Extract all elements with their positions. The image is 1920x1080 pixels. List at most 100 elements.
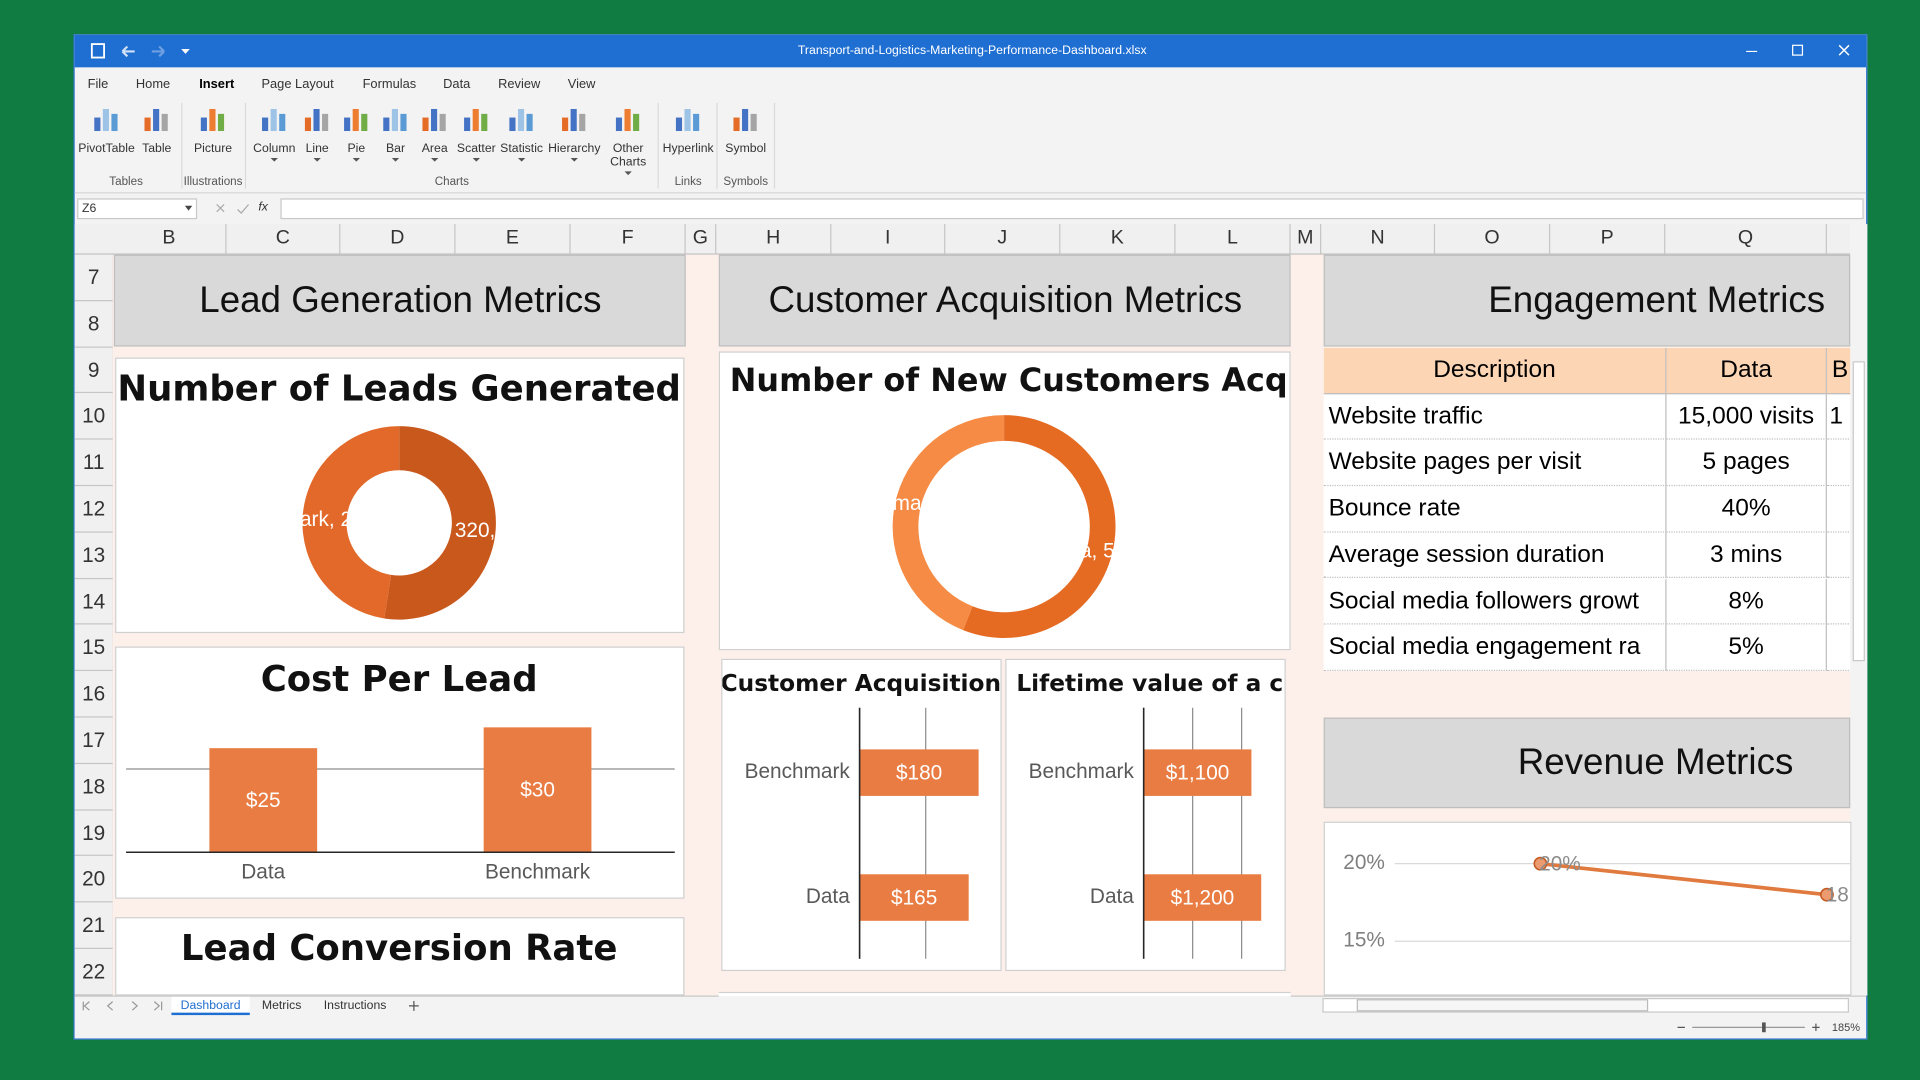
- sheet-tab[interactable]: Metrics: [261, 999, 302, 1013]
- ribbon-tab[interactable]: View: [567, 77, 596, 92]
- previous-sheet-button[interactable]: [106, 1001, 114, 1011]
- ribbon-button[interactable]: Hyperlink: [659, 103, 718, 174]
- ribbon-icon: [615, 108, 640, 132]
- function-label[interactable]: fx: [258, 200, 268, 215]
- ribbon-tab[interactable]: Home: [135, 77, 171, 92]
- data-label: a, 5: [1080, 540, 1115, 563]
- horizontal-scroll-thumb[interactable]: [1356, 999, 1649, 1012]
- bar: [1143, 874, 1262, 921]
- row-header[interactable]: 7: [74, 255, 113, 301]
- icon-part: [344, 117, 351, 132]
- chart-panel: Cost Per Lead $25 Data $30 Benchmark: [115, 646, 685, 899]
- zoom-thumb[interactable]: [1762, 1022, 1766, 1033]
- ribbon-button[interactable]: PivotTable: [77, 103, 136, 174]
- ribbon-tab[interactable]: Data: [443, 77, 471, 92]
- column-header[interactable]: L: [1176, 224, 1291, 254]
- sheet-tab[interactable]: Instructions: [323, 999, 387, 1013]
- ribbon-icon: [675, 108, 700, 132]
- add-sheet-button[interactable]: [408, 1001, 419, 1011]
- undo-icon[interactable]: [121, 45, 135, 58]
- ribbon-tab[interactable]: Page Layout: [261, 77, 334, 92]
- ribbon-button[interactable]: Column: [245, 103, 304, 174]
- dropdown-arrow-shape: [517, 157, 526, 162]
- ribbon-button[interactable]: Symbol: [716, 103, 775, 174]
- ribbon-tab[interactable]: File: [87, 77, 109, 92]
- row-header[interactable]: 22: [74, 949, 113, 996]
- row-header[interactable]: 17: [74, 718, 113, 764]
- maximize-button[interactable]: [1792, 44, 1804, 56]
- ribbon-button[interactable]: Other Charts: [599, 103, 658, 176]
- ribbon-button[interactable]: Pie: [327, 103, 386, 174]
- ribbon-button[interactable]: Table: [127, 103, 186, 174]
- ribbon-tab[interactable]: Formulas: [362, 77, 417, 92]
- dropdown-arrow: [431, 157, 439, 162]
- ribbon-button[interactable]: Hierarchy: [545, 103, 604, 174]
- column-header[interactable]: H: [716, 224, 832, 254]
- row-header[interactable]: 14: [74, 579, 113, 625]
- column-header[interactable]: Q: [1665, 224, 1827, 254]
- section-title: Engagement Metrics: [1488, 280, 1826, 321]
- name-box-dropdown[interactable]: [184, 205, 193, 211]
- table-cell-empty: [1826, 625, 1851, 671]
- customize-icon[interactable]: [181, 48, 190, 54]
- column-header[interactable]: E: [456, 224, 571, 254]
- category-label: Benchmark: [485, 861, 591, 884]
- row-header[interactable]: 13: [74, 532, 113, 579]
- column-header[interactable]: J: [945, 224, 1061, 254]
- row-header[interactable]: 8: [74, 301, 113, 348]
- ribbon-button[interactable]: Bar: [366, 103, 425, 174]
- dropdown-arrow-shape: [270, 157, 278, 162]
- column-header[interactable]: O: [1435, 224, 1551, 254]
- next-sheet-button[interactable]: [131, 1001, 139, 1011]
- row-header[interactable]: 19: [74, 810, 113, 857]
- row-header[interactable]: 18: [74, 764, 113, 811]
- column-header[interactable]: D: [340, 224, 456, 254]
- zoom-slider[interactable]: [1673, 1019, 1825, 1036]
- ribbon-button[interactable]: Area: [405, 103, 464, 174]
- column-header[interactable]: F: [571, 224, 686, 254]
- ribbon-button[interactable]: Line: [288, 103, 347, 174]
- data-label: $1,100: [1166, 761, 1230, 784]
- ribbon-button[interactable]: Scatter: [447, 103, 506, 174]
- ribbon-button-label: Area: [421, 142, 448, 156]
- data-label: $1,200: [1171, 886, 1235, 909]
- icon-part: [313, 108, 320, 132]
- row-header[interactable]: 12: [74, 486, 113, 533]
- cancel-icon[interactable]: [216, 204, 225, 213]
- formula-input[interactable]: [280, 198, 1864, 220]
- zoom-in[interactable]: [1812, 1023, 1820, 1032]
- row-header[interactable]: 15: [74, 625, 113, 672]
- vertical-scroll-thumb[interactable]: [1852, 361, 1865, 662]
- column-header[interactable]: M: [1291, 224, 1322, 254]
- redo-icon[interactable]: [151, 45, 165, 58]
- row-header[interactable]: 9: [74, 347, 113, 394]
- table-cell: Social media engagement ra: [1323, 624, 1667, 671]
- ribbon-button[interactable]: Statistic: [492, 103, 551, 174]
- first-sheet-button[interactable]: [82, 1001, 90, 1011]
- column-header[interactable]: P: [1550, 224, 1666, 254]
- row-header[interactable]: 11: [74, 440, 113, 487]
- column-header[interactable]: G: [686, 224, 717, 254]
- column-header[interactable]: K: [1060, 224, 1176, 254]
- sheet-tab[interactable]: Dashboard: [171, 996, 250, 1016]
- row-header[interactable]: 16: [74, 671, 113, 718]
- enter-icon[interactable]: [237, 204, 250, 214]
- row-header[interactable]: 21: [74, 903, 113, 949]
- save-icon[interactable]: [90, 43, 106, 59]
- ribbon-button[interactable]: Picture: [184, 103, 243, 174]
- icon-part: [383, 117, 390, 132]
- quick-access-toolbar[interactable]: [86, 40, 196, 62]
- column-header[interactable]: N: [1321, 224, 1436, 254]
- column-header[interactable]: B: [113, 224, 227, 254]
- close-button[interactable]: [1838, 44, 1850, 56]
- icon-part: [624, 108, 631, 132]
- column-header[interactable]: C: [227, 224, 341, 254]
- row-header[interactable]: 10: [74, 394, 113, 440]
- name-box[interactable]: [77, 198, 198, 220]
- ribbon-tab[interactable]: Review: [498, 77, 541, 92]
- row-header[interactable]: 20: [74, 856, 113, 903]
- last-sheet-button[interactable]: [153, 1001, 163, 1011]
- ribbon-button-label: Picture: [194, 142, 233, 156]
- column-header[interactable]: I: [831, 224, 946, 254]
- ribbon-tab[interactable]: Insert: [199, 77, 235, 92]
